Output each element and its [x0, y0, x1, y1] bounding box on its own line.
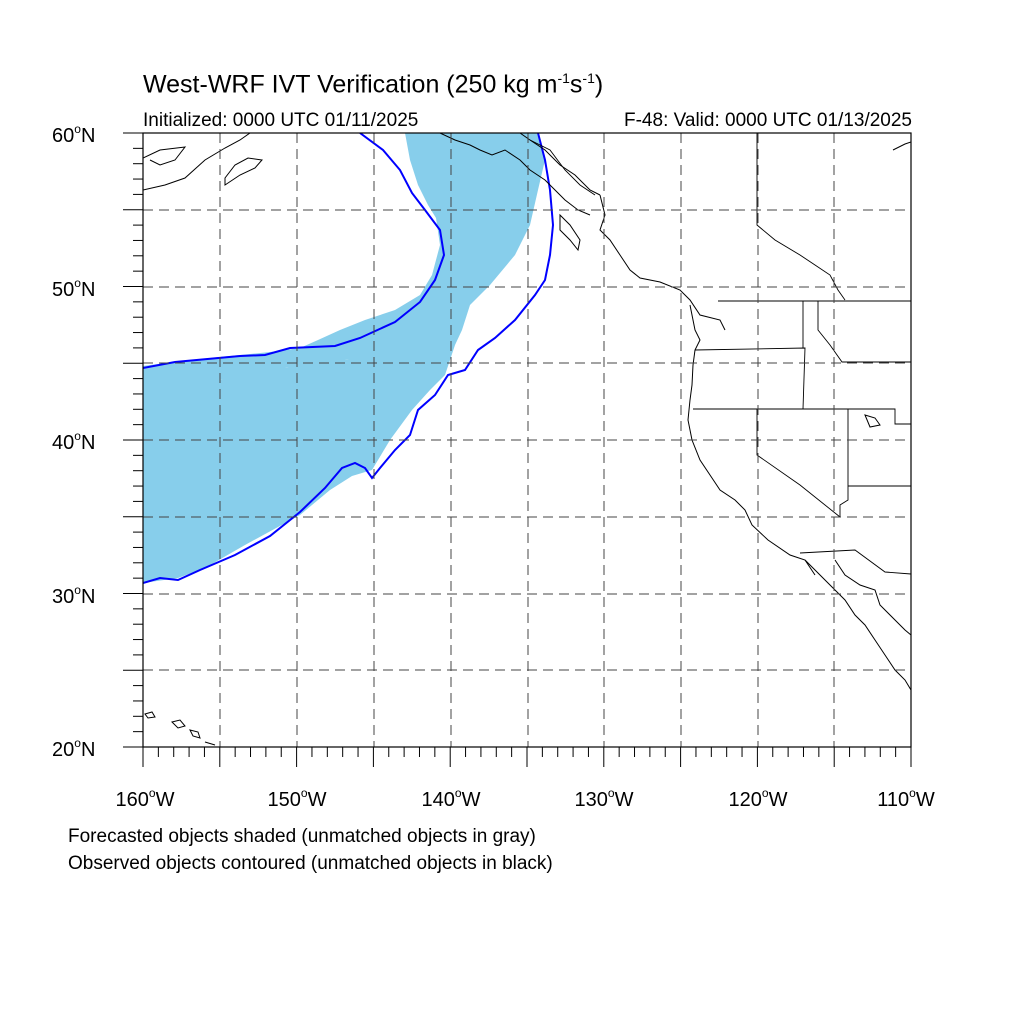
axis-ticks — [123, 132, 912, 767]
observed-ivt-contour — [143, 133, 446, 369]
graticule — [143, 133, 911, 747]
footnote-observed: Observed objects contoured (unmatched ob… — [68, 853, 553, 874]
political-boundaries — [529, 133, 911, 575]
lon-label-140: 140oW — [421, 786, 481, 811]
lon-label-120: 120oW — [728, 786, 788, 811]
lat-label-60: 60oN — [52, 122, 96, 147]
observed-ivt-contour — [143, 133, 555, 584]
lon-label-150: 150oW — [267, 786, 327, 811]
lat-label-40: 40oN — [52, 429, 96, 454]
plot-title: West-WRF IVT Verification (250 kg m-1s-1… — [143, 70, 604, 99]
footnote-forecast: Forecasted objects shaded (unmatched obj… — [68, 826, 536, 847]
lat-label-30: 30oN — [52, 583, 96, 608]
lon-label-130: 130oW — [574, 786, 634, 811]
lon-label-110: 110oW — [877, 786, 935, 811]
lon-label-160: 160oW — [115, 786, 175, 811]
init-time-label: Initialized: 0000 UTC 01/11/2025 — [143, 110, 419, 131]
lat-label-20: 20oN — [52, 736, 96, 761]
lat-label-50: 50oN — [52, 276, 96, 301]
forecast-ivt-object — [143, 133, 545, 583]
valid-time-label: F-48: Valid: 0000 UTC 01/13/2025 — [624, 110, 912, 131]
